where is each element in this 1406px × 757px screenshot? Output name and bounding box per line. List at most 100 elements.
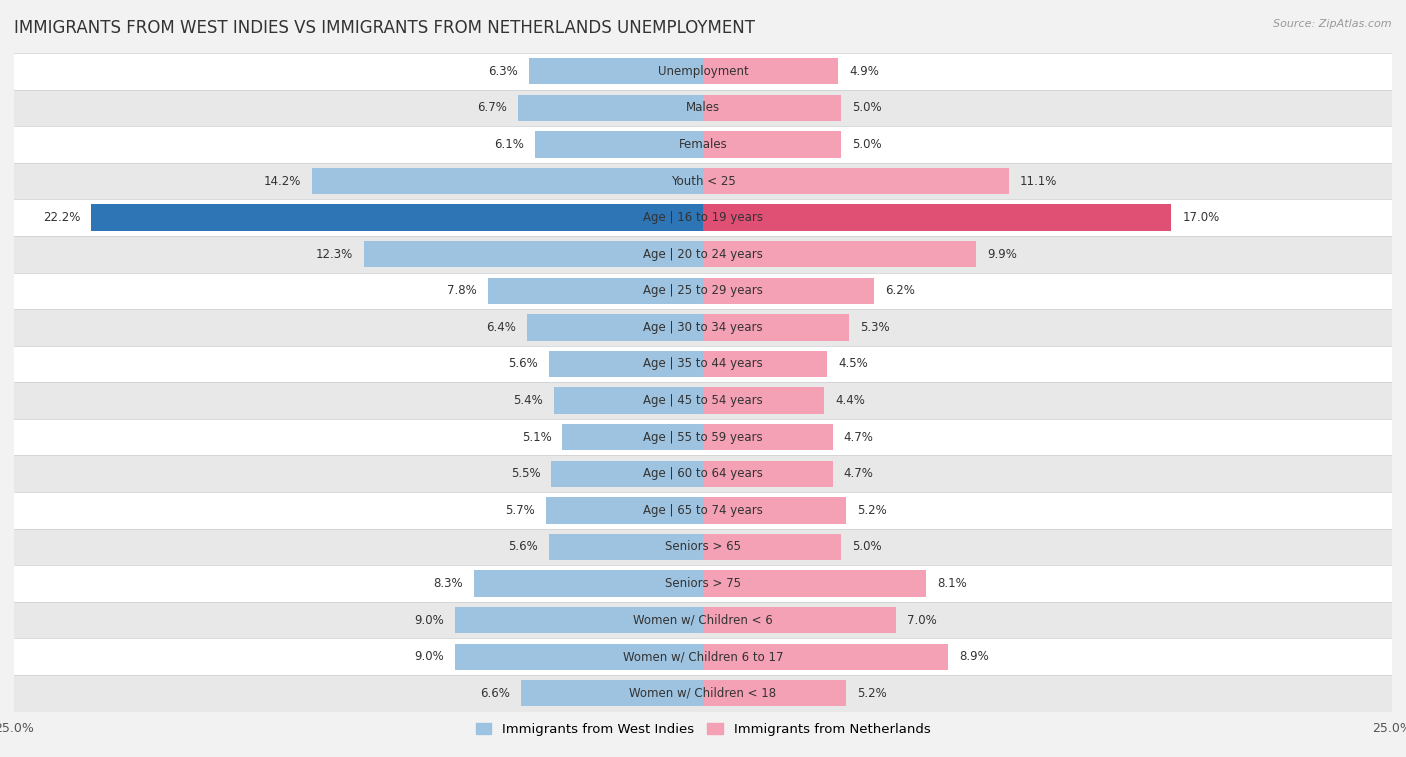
Bar bbox=[703, 570, 927, 597]
Text: Age | 20 to 24 years: Age | 20 to 24 years bbox=[643, 248, 763, 260]
Bar bbox=[703, 168, 1010, 195]
Text: 9.0%: 9.0% bbox=[415, 614, 444, 627]
Bar bbox=[703, 58, 838, 85]
Bar bbox=[703, 680, 846, 706]
Text: 4.4%: 4.4% bbox=[835, 394, 865, 407]
Text: 6.6%: 6.6% bbox=[481, 687, 510, 699]
Bar bbox=[703, 460, 832, 487]
Bar bbox=[551, 460, 703, 487]
Bar bbox=[14, 89, 1392, 126]
Text: 5.5%: 5.5% bbox=[510, 467, 540, 480]
Bar bbox=[703, 388, 824, 414]
Bar bbox=[703, 204, 1171, 231]
Bar bbox=[546, 497, 703, 524]
Text: Youth < 25: Youth < 25 bbox=[671, 175, 735, 188]
Text: Age | 25 to 29 years: Age | 25 to 29 years bbox=[643, 285, 763, 298]
Text: 22.2%: 22.2% bbox=[42, 211, 80, 224]
Bar bbox=[554, 388, 703, 414]
Text: 8.1%: 8.1% bbox=[938, 577, 967, 590]
Text: 8.3%: 8.3% bbox=[433, 577, 463, 590]
Text: 5.0%: 5.0% bbox=[852, 540, 882, 553]
Bar bbox=[14, 456, 1392, 492]
Bar bbox=[703, 643, 948, 670]
Bar bbox=[703, 350, 827, 377]
Text: 12.3%: 12.3% bbox=[316, 248, 353, 260]
Bar bbox=[14, 492, 1392, 528]
Text: Males: Males bbox=[686, 101, 720, 114]
Text: 14.2%: 14.2% bbox=[263, 175, 301, 188]
Bar bbox=[14, 163, 1392, 199]
Bar bbox=[14, 53, 1392, 89]
Text: Seniors > 65: Seniors > 65 bbox=[665, 540, 741, 553]
Text: 11.1%: 11.1% bbox=[1019, 175, 1057, 188]
Bar bbox=[703, 424, 832, 450]
Bar bbox=[14, 528, 1392, 565]
Text: Age | 60 to 64 years: Age | 60 to 64 years bbox=[643, 467, 763, 480]
Text: 8.9%: 8.9% bbox=[959, 650, 988, 663]
Bar bbox=[14, 382, 1392, 419]
Text: 6.2%: 6.2% bbox=[884, 285, 915, 298]
Text: 5.6%: 5.6% bbox=[508, 540, 537, 553]
Bar bbox=[527, 314, 703, 341]
Text: 5.0%: 5.0% bbox=[852, 101, 882, 114]
Bar bbox=[703, 314, 849, 341]
Text: Age | 45 to 54 years: Age | 45 to 54 years bbox=[643, 394, 763, 407]
Text: Age | 65 to 74 years: Age | 65 to 74 years bbox=[643, 504, 763, 517]
Text: 6.3%: 6.3% bbox=[489, 65, 519, 78]
Text: Seniors > 75: Seniors > 75 bbox=[665, 577, 741, 590]
Text: Source: ZipAtlas.com: Source: ZipAtlas.com bbox=[1274, 19, 1392, 29]
Bar bbox=[519, 95, 703, 121]
Bar bbox=[548, 534, 703, 560]
Text: 5.2%: 5.2% bbox=[858, 687, 887, 699]
Bar bbox=[534, 131, 703, 157]
Bar bbox=[456, 607, 703, 634]
Text: 5.0%: 5.0% bbox=[852, 138, 882, 151]
Bar bbox=[474, 570, 703, 597]
Text: 9.9%: 9.9% bbox=[987, 248, 1017, 260]
Bar bbox=[364, 241, 703, 267]
Text: Females: Females bbox=[679, 138, 727, 151]
Bar bbox=[703, 278, 875, 304]
Text: 5.2%: 5.2% bbox=[858, 504, 887, 517]
Bar bbox=[14, 346, 1392, 382]
Bar bbox=[703, 131, 841, 157]
Bar bbox=[703, 241, 976, 267]
Bar bbox=[14, 126, 1392, 163]
Bar bbox=[703, 497, 846, 524]
Text: 4.5%: 4.5% bbox=[838, 357, 868, 370]
Text: 17.0%: 17.0% bbox=[1182, 211, 1220, 224]
Bar bbox=[14, 199, 1392, 236]
Text: Age | 35 to 44 years: Age | 35 to 44 years bbox=[643, 357, 763, 370]
Text: 5.1%: 5.1% bbox=[522, 431, 551, 444]
Bar bbox=[548, 350, 703, 377]
Text: Women w/ Children < 6: Women w/ Children < 6 bbox=[633, 614, 773, 627]
Bar bbox=[14, 309, 1392, 346]
Text: 5.7%: 5.7% bbox=[505, 504, 534, 517]
Legend: Immigrants from West Indies, Immigrants from Netherlands: Immigrants from West Indies, Immigrants … bbox=[470, 717, 936, 741]
Text: Unemployment: Unemployment bbox=[658, 65, 748, 78]
Text: Women w/ Children 6 to 17: Women w/ Children 6 to 17 bbox=[623, 650, 783, 663]
Text: Age | 55 to 59 years: Age | 55 to 59 years bbox=[643, 431, 763, 444]
Bar bbox=[14, 638, 1392, 675]
Bar bbox=[456, 643, 703, 670]
Bar bbox=[14, 602, 1392, 638]
Bar bbox=[14, 273, 1392, 309]
Text: 9.0%: 9.0% bbox=[415, 650, 444, 663]
Text: IMMIGRANTS FROM WEST INDIES VS IMMIGRANTS FROM NETHERLANDS UNEMPLOYMENT: IMMIGRANTS FROM WEST INDIES VS IMMIGRANT… bbox=[14, 19, 755, 37]
Text: Age | 30 to 34 years: Age | 30 to 34 years bbox=[643, 321, 763, 334]
Bar bbox=[522, 680, 703, 706]
Bar bbox=[530, 58, 703, 85]
Text: 5.4%: 5.4% bbox=[513, 394, 543, 407]
Text: 5.3%: 5.3% bbox=[860, 321, 890, 334]
Bar bbox=[562, 424, 703, 450]
Bar bbox=[703, 607, 896, 634]
Text: 7.8%: 7.8% bbox=[447, 285, 477, 298]
Text: 5.6%: 5.6% bbox=[508, 357, 537, 370]
Bar bbox=[703, 95, 841, 121]
Text: 4.9%: 4.9% bbox=[849, 65, 879, 78]
Bar bbox=[703, 534, 841, 560]
Text: 6.4%: 6.4% bbox=[485, 321, 516, 334]
Bar bbox=[488, 278, 703, 304]
Bar bbox=[312, 168, 703, 195]
Text: Women w/ Children < 18: Women w/ Children < 18 bbox=[630, 687, 776, 699]
